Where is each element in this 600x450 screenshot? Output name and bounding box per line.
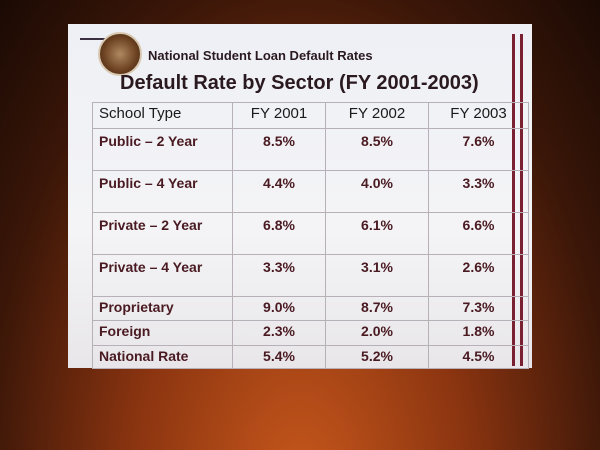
- table-cell: 6.8%: [232, 212, 326, 255]
- header-title: National Student Loan Default Rates: [148, 48, 373, 63]
- table-title: Default Rate by Sector (FY 2001-2003): [120, 72, 479, 94]
- table-cell: 2.6%: [428, 254, 529, 297]
- table-cell: 4.0%: [325, 170, 429, 213]
- table-cell: Proprietary: [92, 296, 233, 321]
- table-cell: School Type: [92, 102, 233, 129]
- table-cell: 8.5%: [232, 128, 326, 171]
- table: School Type FY 2001 FY 2002 FY 2003 Public –…: [92, 102, 529, 369]
- table-cell: 3.3%: [428, 170, 529, 213]
- table-cell: 5.4%: [232, 345, 326, 369]
- table-cell: 9.0%: [232, 296, 326, 321]
- table-row: National Rate 5.4% 5.2% 4.5%: [92, 345, 529, 369]
- table-cell: 5.2%: [325, 345, 429, 369]
- table-cell: FY 2001: [232, 102, 326, 129]
- table-cell: 6.1%: [325, 212, 429, 255]
- table-cell: 8.5%: [325, 128, 429, 171]
- table-row: Private – 2 Year 6.8% 6.1% 6.6%: [92, 212, 529, 255]
- logo: [98, 32, 142, 76]
- table-cell: 2.3%: [232, 320, 326, 346]
- table-row: Proprietary 9.0% 8.7% 7.3%: [92, 296, 529, 321]
- table-cell: FY 2002: [325, 102, 429, 129]
- table-cell: 7.6%: [428, 128, 529, 171]
- table-row: Private – 4 Year 3.3% 3.1% 2.6%: [92, 254, 529, 297]
- table-cell: National Rate: [92, 345, 233, 369]
- table-row: Public – 4 Year 4.4% 4.0% 3.3%: [92, 170, 529, 213]
- table-cell: 3.3%: [232, 254, 326, 297]
- table-row: Foreign 2.3% 2.0% 1.8%: [92, 320, 529, 346]
- table-cell: Private – 2 Year: [92, 212, 233, 255]
- table-row: Public – 2 Year 8.5% 8.5% 7.6%: [92, 128, 529, 171]
- table-cell: 4.4%: [232, 170, 326, 213]
- table-row: School Type FY 2001 FY 2002 FY 2003: [92, 102, 529, 129]
- slide: National Student Loan Default Rates Defa…: [68, 24, 532, 369]
- table-cell: Private – 4 Year: [92, 254, 233, 297]
- table-cell: 1.8%: [428, 320, 529, 346]
- table-cell: FY 2003: [428, 102, 529, 129]
- decor-line: [80, 38, 110, 40]
- table-cell: 3.1%: [325, 254, 429, 297]
- table-cell: Foreign: [92, 320, 233, 346]
- table-cell: 4.5%: [428, 345, 529, 369]
- table-cell: Public – 4 Year: [92, 170, 233, 213]
- table-cell: 7.3%: [428, 296, 529, 321]
- table-cell: 6.6%: [428, 212, 529, 255]
- table-cell: 8.7%: [325, 296, 429, 321]
- table-cell: 2.0%: [325, 320, 429, 346]
- table-cell: Public – 2 Year: [92, 128, 233, 171]
